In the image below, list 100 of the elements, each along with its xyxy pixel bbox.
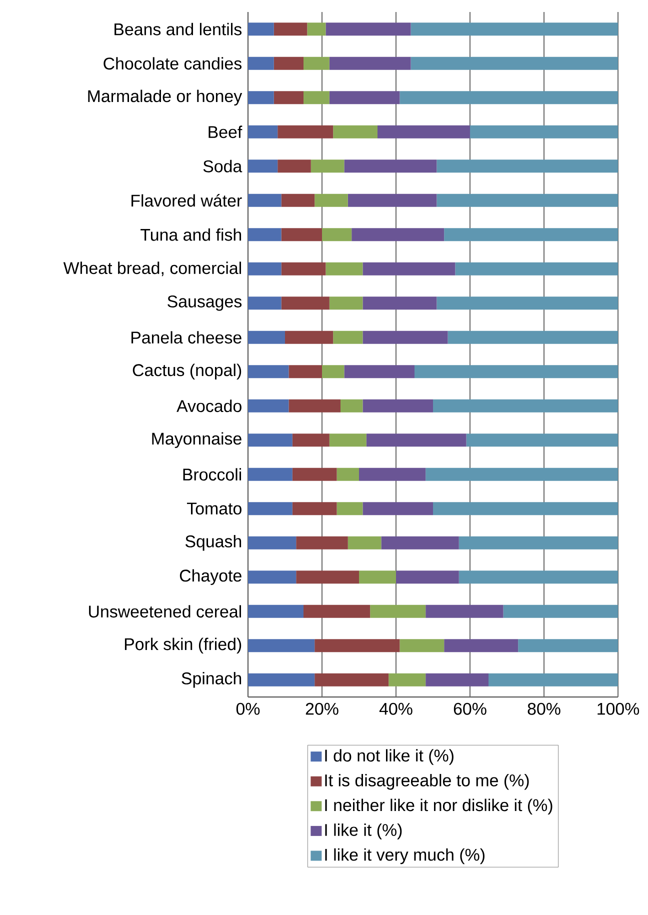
bar [304, 604, 370, 618]
bar [333, 330, 363, 344]
bar [304, 56, 330, 70]
y-tick-label: Beans and lentils [114, 22, 242, 36]
bar [296, 536, 348, 550]
y-tick-label: Chocolate candies [104, 57, 242, 70]
x-tick-label: 100% [598, 702, 640, 715]
bar [359, 570, 396, 584]
bar [366, 434, 466, 447]
bar [359, 468, 426, 481]
bar [362, 399, 434, 412]
y-tick-label: Tomato [186, 502, 242, 515]
bar [455, 262, 618, 276]
bar [322, 365, 344, 378]
bar [426, 468, 618, 481]
y-tick-label: Tuna and fish [140, 228, 242, 241]
x-tick-label: 20% [306, 702, 338, 715]
bar [281, 194, 315, 207]
bar [292, 502, 337, 516]
y-tick-label: Broccoli [183, 468, 242, 481]
bar [248, 56, 274, 70]
bar [344, 365, 414, 378]
bar [281, 262, 326, 276]
bar [310, 160, 344, 173]
bar [426, 604, 504, 618]
x-tick-label: 80% [528, 702, 560, 715]
bar [329, 296, 363, 310]
bar [314, 639, 400, 652]
bar [352, 228, 444, 242]
bar [278, 160, 311, 173]
bar [503, 604, 618, 618]
bar [518, 639, 618, 652]
bar [248, 604, 304, 618]
legend-label: I do not like it (%) [325, 749, 454, 765]
bar [248, 639, 315, 652]
bar [378, 125, 470, 138]
y-tick-label: Marmalade or honey [88, 90, 242, 106]
bar [314, 673, 389, 686]
y-tick-label: Beef [208, 126, 242, 138]
bar [292, 434, 330, 447]
bar [274, 22, 308, 36]
bar [396, 570, 459, 584]
bar [292, 468, 337, 481]
legend-label: It is disagreeable to me (%) [325, 774, 529, 790]
y-tick-label: Chayote [180, 569, 242, 586]
bar [381, 536, 459, 550]
bar [488, 673, 618, 686]
bar [248, 330, 285, 344]
bar [414, 365, 618, 378]
bar [274, 91, 304, 104]
bar [410, 22, 618, 36]
bar [370, 604, 426, 618]
bar [248, 125, 278, 138]
bar [433, 502, 618, 516]
y-tick-label: Flavored wáter [132, 194, 242, 207]
legend-label: I like it very much (%) [325, 848, 484, 864]
bar [444, 639, 518, 652]
bar [458, 536, 618, 550]
bar [448, 330, 618, 344]
bar [348, 194, 437, 207]
bar [248, 536, 296, 550]
bar [400, 639, 444, 652]
bar [336, 468, 359, 481]
legend-label: I like it (%) [325, 824, 402, 840]
bar [248, 91, 274, 104]
bar [314, 194, 348, 207]
y-tick-label: Sausages [168, 295, 242, 311]
bar [458, 570, 618, 584]
y-tick-label: Wheat bread, comercial [63, 262, 241, 276]
bar [329, 91, 400, 104]
bar [248, 365, 289, 378]
bar [436, 296, 618, 310]
y-tick-label: Soda [203, 160, 242, 172]
bar [248, 160, 278, 173]
bar [322, 228, 352, 242]
bar [362, 502, 434, 516]
bar [248, 399, 289, 412]
bar [470, 125, 618, 138]
x-tick-label: 60% [454, 702, 486, 715]
bar [410, 56, 618, 70]
bar [388, 673, 426, 686]
bar [248, 502, 292, 516]
bar [362, 262, 456, 276]
bar [329, 56, 411, 70]
bar [426, 673, 489, 686]
bar [344, 160, 437, 173]
bar [400, 91, 618, 104]
bar [444, 228, 618, 242]
y-tick-label: Avocado [176, 400, 242, 412]
x-tick-label: 0% [236, 702, 260, 715]
bar [348, 536, 382, 550]
bar [304, 91, 330, 104]
bar [326, 22, 411, 36]
bar [296, 570, 359, 584]
bar [281, 228, 322, 242]
y-tick-label: Mayonnaise [152, 432, 242, 448]
bar [362, 330, 448, 344]
bar [278, 125, 334, 138]
y-tick-label: Squash [185, 534, 242, 551]
bar [288, 365, 322, 378]
